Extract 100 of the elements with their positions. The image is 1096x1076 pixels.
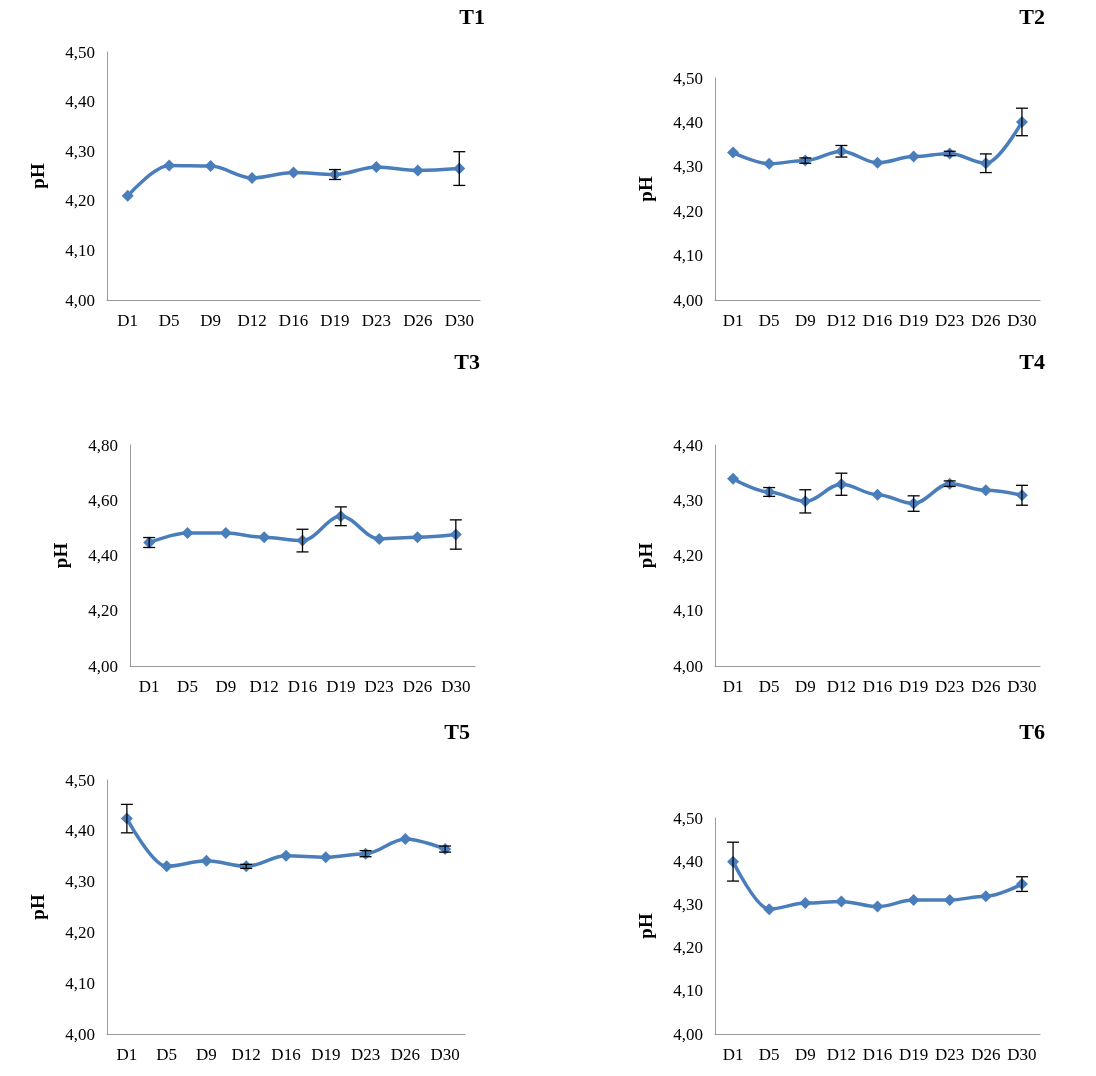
y-tick-label: 4,50	[65, 42, 95, 62]
y-tick-label: 4,00	[673, 1024, 703, 1044]
y-tick-label: 4,10	[65, 240, 95, 260]
y-tick-label: 4,80	[88, 435, 118, 455]
x-tick-label: D16	[271, 1045, 301, 1064]
x-tick-label: D1	[117, 311, 139, 330]
y-tick-label: 4,00	[673, 290, 703, 310]
y-tick-label: 4,10	[673, 246, 703, 266]
y-tick-label: 4,00	[65, 1024, 95, 1044]
x-tick-label: D26	[971, 677, 1001, 696]
x-tick-label: D26	[971, 311, 1001, 330]
x-tick-label: D30	[1007, 677, 1037, 696]
x-tick-label: D9	[794, 677, 816, 696]
x-tick-label: D30	[441, 677, 471, 696]
x-tick-label: D16	[862, 677, 893, 696]
chart-title: T4	[1019, 348, 1046, 374]
x-tick-label: D23	[361, 311, 392, 330]
y-tick-label: 4,10	[673, 601, 703, 621]
y-tick-label: 4,40	[673, 435, 703, 455]
x-tick-label: D9	[215, 677, 237, 696]
x-tick-label: D30	[1007, 311, 1037, 330]
x-tick-label: D12	[826, 677, 857, 696]
x-tick-label: D19	[320, 311, 350, 330]
y-tick-label: 4,30	[65, 141, 95, 161]
x-tick-label: D9	[794, 1045, 816, 1064]
x-tick-label: D23	[364, 677, 394, 696]
y-tick-label: 4,30	[65, 872, 95, 892]
point	[181, 527, 194, 540]
x-tick-label: D1	[722, 311, 744, 330]
x-tick-label: D26	[971, 1045, 1001, 1064]
x-tick-label: D26	[402, 677, 433, 696]
y-tick-label: 4,30	[673, 490, 703, 510]
chart-title: T3	[454, 348, 481, 374]
x-tick-label: D26	[390, 1045, 420, 1064]
x-tick-label: D9	[196, 1045, 217, 1064]
y-tick-label: 4,20	[673, 201, 703, 221]
x-tick-label: D9	[794, 311, 816, 330]
x-tick-label: D1	[116, 1045, 138, 1064]
y-tick-label: 4,00	[88, 656, 118, 676]
x-tick-label: D26	[403, 311, 433, 330]
point	[160, 860, 173, 873]
x-tick-label: D5	[758, 311, 780, 330]
x-tick-label: D19	[898, 1045, 929, 1064]
chart-title: T1	[459, 3, 486, 29]
point	[280, 849, 292, 862]
x-tick-label: D23	[935, 677, 965, 696]
y-tick-label: 4,40	[65, 92, 95, 112]
x-tick-label: D23	[350, 1045, 381, 1064]
y-axis-title: pH	[635, 913, 656, 939]
y-tick-label: 4,20	[65, 922, 95, 942]
x-tick-label: D1	[722, 1045, 744, 1064]
point	[370, 161, 383, 174]
x-tick-label: D23	[935, 1045, 965, 1064]
x-tick-label: D12	[826, 311, 857, 330]
chart-title: T5	[444, 718, 471, 744]
x-tick-label: D5	[158, 311, 180, 330]
x-tick-label: D12	[826, 1045, 857, 1064]
y-axis-title: pH	[635, 542, 656, 569]
point	[907, 894, 920, 907]
y-tick-label: 4,60	[88, 490, 118, 510]
y-tick-label: 4,10	[673, 981, 703, 1001]
point	[200, 854, 213, 867]
x-tick-label: D12	[237, 311, 267, 330]
x-tick-label: D30	[430, 1045, 460, 1064]
x-tick-label: D19	[326, 677, 356, 696]
x-tick-label: D16	[862, 1045, 893, 1064]
x-tick-label: D1	[138, 677, 160, 696]
y-tick-label: 4,30	[673, 157, 703, 177]
y-tick-label: 4,40	[673, 112, 703, 132]
x-tick-label: D16	[287, 677, 318, 696]
x-tick-label: D5	[177, 677, 198, 696]
y-axis-title: pH	[50, 542, 71, 569]
x-tick-label: D9	[200, 311, 221, 330]
y-tick-label: 4,50	[673, 68, 703, 88]
y-tick-label: 4,20	[673, 938, 703, 958]
y-tick-label: 4,20	[65, 191, 95, 211]
y-tick-label: 4,20	[673, 546, 703, 565]
y-axis-title: pH	[27, 894, 48, 920]
point	[979, 484, 992, 497]
x-tick-label: D30	[1007, 1045, 1037, 1064]
y-tick-label: 4,20	[88, 601, 118, 621]
chart-title: T6	[1019, 718, 1046, 744]
y-tick-label: 4,40	[673, 851, 703, 871]
point	[727, 472, 740, 485]
x-tick-label: D30	[444, 311, 474, 330]
y-tick-label: 4,40	[88, 546, 118, 565]
y-tick-label: 4,00	[673, 656, 703, 676]
x-tick-label: D5	[758, 677, 780, 696]
y-tick-label: 4,40	[65, 821, 95, 841]
y-tick-label: 4,10	[65, 973, 95, 993]
x-tick-label: D16	[278, 311, 309, 330]
x-tick-label: D12	[249, 677, 279, 696]
y-tick-label: 4,30	[673, 894, 703, 914]
y-tick-label: 4,50	[65, 770, 95, 790]
x-tick-label: D1	[722, 677, 744, 696]
x-tick-label: D23	[935, 311, 965, 330]
y-tick-label: 4,00	[65, 290, 95, 310]
point	[763, 903, 776, 916]
point	[871, 488, 884, 501]
x-tick-label: D5	[758, 1045, 780, 1064]
